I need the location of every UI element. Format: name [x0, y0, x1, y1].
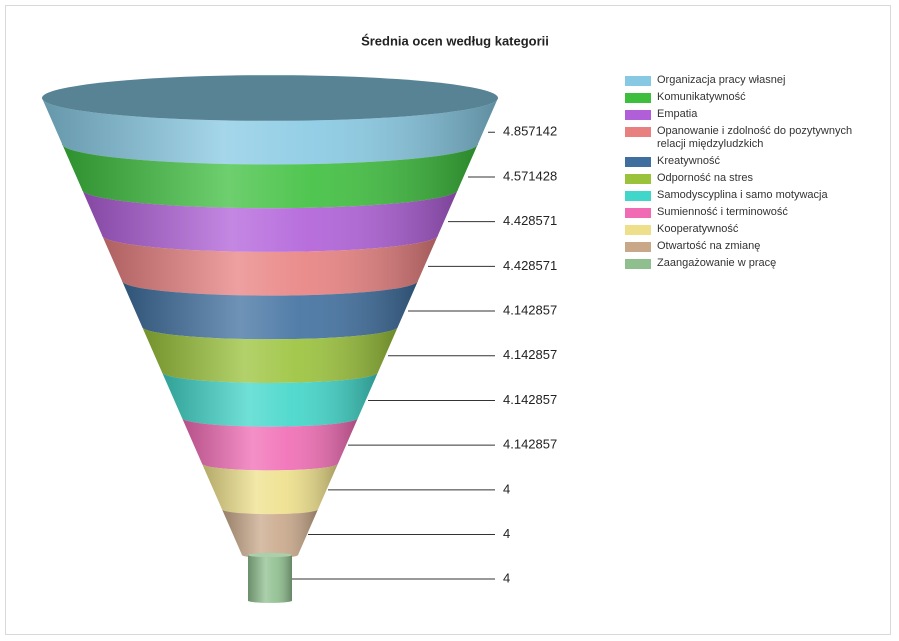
legend-swatch [625, 93, 651, 103]
legend-label: Komunikatywność [657, 91, 746, 103]
legend-swatch [625, 225, 651, 235]
value-label: 4.142857 [503, 437, 557, 452]
segment-shade [142, 326, 398, 383]
legend-item: Komunikatywność [625, 91, 875, 104]
value-label: 4.428571 [503, 258, 557, 273]
value-label: 4.428571 [503, 213, 557, 228]
value-label: 4 [503, 526, 510, 541]
legend-item: Odporność na stres [625, 172, 875, 185]
legend-item: Kooperatywność [625, 223, 875, 236]
segment-shade [42, 98, 498, 165]
value-label: 4.142857 [503, 347, 557, 362]
legend-item: Empatia [625, 108, 875, 121]
legend-label: Organizacja pracy własnej [657, 74, 786, 86]
legend-item: Otwartość na zmianę [625, 240, 875, 253]
value-label: 4 [503, 570, 510, 585]
value-label: 4 [503, 481, 510, 496]
legend-label: Sumienność i terminowość [657, 206, 788, 218]
value-label: 4.142857 [503, 302, 557, 317]
legend-label: Kreatywność [657, 155, 720, 167]
legend-item: Zaangażowanie w pracę [625, 257, 875, 270]
legend-item: Sumienność i terminowość [625, 206, 875, 219]
legend-label: Otwartość na zmianę [657, 240, 761, 252]
legend-item: Kreatywność [625, 155, 875, 168]
legend-swatch [625, 242, 651, 252]
legend: Organizacja pracy własnej Komunikatywność… [625, 74, 875, 274]
value-label: 4.142857 [503, 392, 557, 407]
segment-shade [202, 463, 338, 515]
segment-shade [222, 509, 318, 558]
funnel-top [42, 75, 498, 121]
segment-shade [162, 372, 378, 427]
funnel-top-shade [42, 75, 498, 121]
legend-swatch [625, 208, 651, 218]
legend-item: Samodyscyplina i samo motywacja [625, 189, 875, 202]
legend-swatch [625, 174, 651, 184]
legend-item: Opanowanie i zdolność do pozytywnych rel… [625, 125, 875, 151]
neck-top [248, 552, 292, 558]
legend-swatch [625, 76, 651, 86]
legend-label: Opanowanie i zdolność do pozytywnych rel… [657, 125, 853, 150]
segment-shade [102, 235, 438, 296]
value-label: 4.857142 [503, 124, 557, 139]
legend-swatch [625, 259, 651, 269]
legend-label: Empatia [657, 108, 698, 120]
legend-swatch [625, 127, 651, 137]
segment-shade [182, 417, 358, 471]
neck-top-shade [248, 552, 292, 558]
legend-label: Zaangażowanie w pracę [657, 257, 777, 269]
chart-frame [5, 5, 891, 635]
legend-swatch [625, 191, 651, 201]
legend-label: Odporność na stres [657, 172, 753, 184]
legend-swatch [625, 157, 651, 167]
segment-shade [62, 143, 478, 209]
value-label: 4.571428 [503, 168, 557, 183]
segment-shade [82, 189, 458, 252]
legend-item: Organizacja pracy własnej [625, 74, 875, 87]
legend-label: Kooperatywność [657, 223, 739, 235]
legend-label: Samodyscyplina i samo motywacja [657, 189, 828, 201]
segment-shade [122, 280, 418, 340]
segment-shade [248, 555, 292, 603]
legend-swatch [625, 110, 651, 120]
chart-title: Średnia ocen według kategorii [361, 33, 549, 48]
